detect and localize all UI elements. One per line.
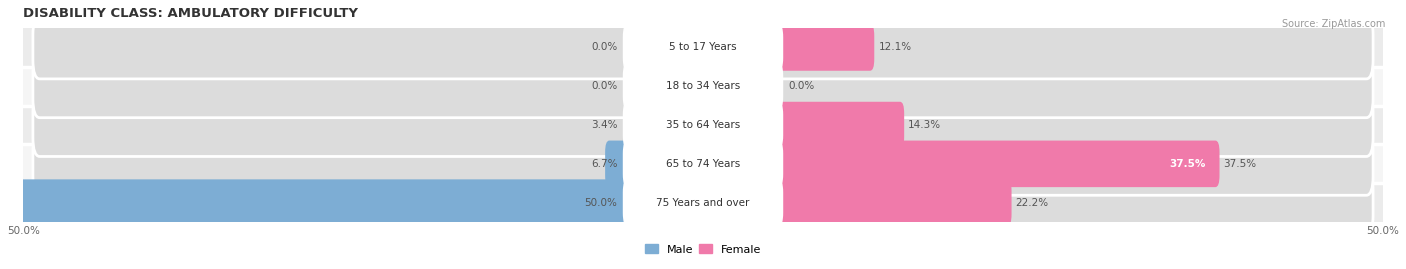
Text: 37.5%: 37.5% xyxy=(1223,159,1257,169)
Text: 0.0%: 0.0% xyxy=(591,43,617,52)
FancyBboxPatch shape xyxy=(702,102,904,148)
FancyBboxPatch shape xyxy=(702,141,1219,187)
Text: DISABILITY CLASS: AMBULATORY DIFFICULTY: DISABILITY CLASS: AMBULATORY DIFFICULTY xyxy=(24,7,359,20)
FancyBboxPatch shape xyxy=(623,63,783,110)
Text: 3.4%: 3.4% xyxy=(591,120,617,130)
Text: 0.0%: 0.0% xyxy=(591,81,617,91)
Text: 5 to 17 Years: 5 to 17 Years xyxy=(669,43,737,52)
FancyBboxPatch shape xyxy=(623,24,783,71)
Text: 75 Years and over: 75 Years and over xyxy=(657,198,749,208)
Text: 18 to 34 Years: 18 to 34 Years xyxy=(666,81,740,91)
FancyBboxPatch shape xyxy=(623,179,783,226)
Text: 22.2%: 22.2% xyxy=(1015,198,1049,208)
FancyBboxPatch shape xyxy=(32,171,1374,234)
Bar xyxy=(24,144,1382,183)
FancyBboxPatch shape xyxy=(32,16,1374,79)
FancyBboxPatch shape xyxy=(32,94,1374,157)
FancyBboxPatch shape xyxy=(605,141,704,187)
Text: 65 to 74 Years: 65 to 74 Years xyxy=(666,159,740,169)
Text: 6.7%: 6.7% xyxy=(591,159,617,169)
Bar xyxy=(24,67,1382,106)
FancyBboxPatch shape xyxy=(32,55,1374,118)
Text: Source: ZipAtlas.com: Source: ZipAtlas.com xyxy=(1281,19,1385,29)
Bar xyxy=(24,28,1382,67)
Text: 12.1%: 12.1% xyxy=(879,43,911,52)
Text: 37.5%: 37.5% xyxy=(1170,159,1206,169)
FancyBboxPatch shape xyxy=(650,102,704,148)
FancyBboxPatch shape xyxy=(32,132,1374,195)
FancyBboxPatch shape xyxy=(623,140,783,187)
Bar xyxy=(24,183,1382,222)
Text: 50.0%: 50.0% xyxy=(585,198,617,208)
Text: 14.3%: 14.3% xyxy=(908,120,942,130)
Legend: Male, Female: Male, Female xyxy=(640,240,766,259)
Text: 0.0%: 0.0% xyxy=(789,81,815,91)
FancyBboxPatch shape xyxy=(623,101,783,149)
FancyBboxPatch shape xyxy=(17,179,704,226)
FancyBboxPatch shape xyxy=(702,179,1011,226)
Text: 35 to 64 Years: 35 to 64 Years xyxy=(666,120,740,130)
FancyBboxPatch shape xyxy=(702,24,875,71)
Bar xyxy=(24,106,1382,144)
